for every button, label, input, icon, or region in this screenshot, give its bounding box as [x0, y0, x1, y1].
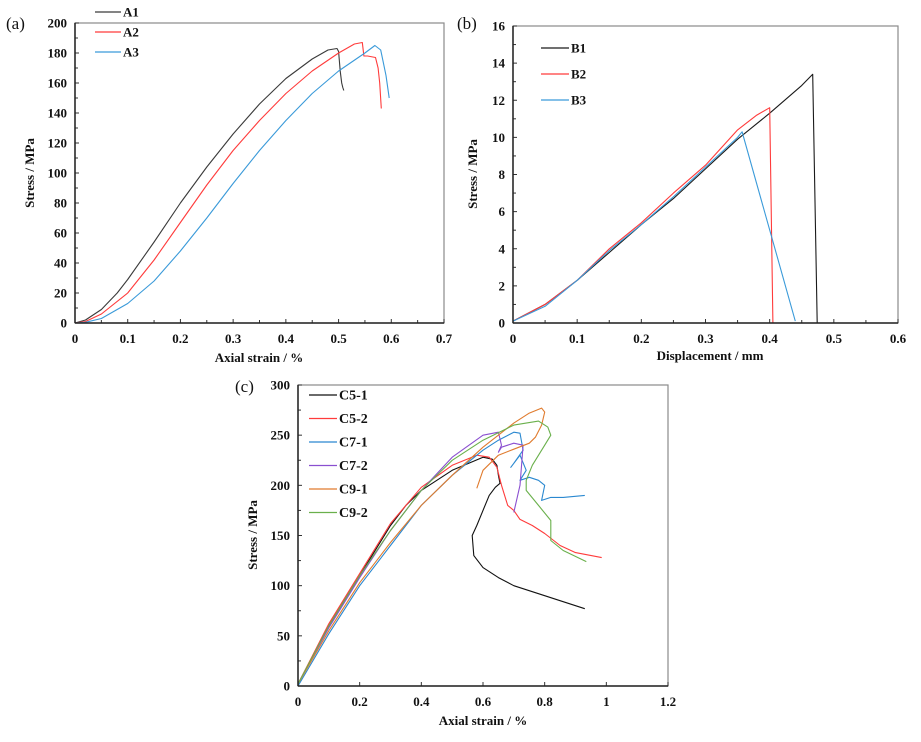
panel-label-b: (b): [457, 14, 477, 33]
y-tick-label: 100: [271, 578, 291, 593]
y-tick-label: 2: [499, 278, 506, 293]
y-tick-label: 12: [492, 93, 505, 108]
series-line-c9-1: [297, 407, 546, 685]
y-axis-title-b: Stress / MPa: [465, 139, 480, 209]
y-ticks-a: 0 20 40 60 80 100 120 140 160 180 200: [48, 16, 79, 331]
legend-label-c7-1: C7-1: [339, 436, 368, 451]
y-tick-label: 100: [48, 166, 68, 181]
x-tick-label: 0.3: [697, 331, 714, 346]
x-tick-label: 1.2: [660, 694, 676, 709]
y-tick-label: 50: [277, 628, 290, 643]
x-axis-title-a: Axial strain / %: [215, 350, 303, 365]
x-ticks-b: 0 0.1 0.2 0.3 0.4 0.5 0.6: [510, 319, 907, 346]
series-a: [74, 41, 390, 324]
legend-label-c7-2: C7-2: [339, 459, 368, 474]
legend-label-b3: B3: [571, 93, 587, 108]
x-tick-label: 0.4: [413, 694, 430, 709]
y-tick-label: 160: [48, 76, 68, 91]
x-tick-label: 0.2: [172, 331, 188, 346]
y-tick-label: 16: [492, 19, 506, 34]
x-tick-label: 0.6: [475, 694, 492, 709]
plot-frame-a: [74, 22, 445, 324]
x-tick-label: 0.4: [278, 331, 295, 346]
series-line-a2: [74, 41, 382, 324]
series-line-b3: [512, 131, 796, 322]
y-tick-label: 20: [54, 286, 67, 301]
chart-a: (a) 0 0.1 0.2 0.3 0.4 0.5 0.6 0.7 0 20 40 60 80 100 1…: [6, 5, 453, 366]
y-tick-label: 180: [48, 46, 68, 61]
series-line-c7-2: [297, 431, 524, 685]
legend-a: A1 A2 A3: [95, 5, 139, 60]
series-line-b2: [512, 107, 774, 324]
x-tick-label: 0.4: [762, 331, 779, 346]
x-tick-label: 0.3: [225, 331, 242, 346]
series-line-c7-1: [297, 431, 585, 687]
legend-c: C5-1 C5-2 C7-1 C7-2 C9-1 C9-2: [309, 389, 368, 521]
x-tick-label: 0.1: [569, 331, 585, 346]
series-line-c9-2: [297, 420, 587, 685]
chart-c: (c) 0 0.2 0.4 0.6 0.8 1 1.2 0 50 100 150 200 250 300…: [235, 377, 676, 728]
x-tick-label: 0.6: [890, 331, 907, 346]
legend-label-c9-1: C9-1: [339, 483, 368, 498]
x-tick-label: 0: [72, 331, 79, 346]
y-tick-label: 250: [271, 428, 291, 443]
legend-label-c5-1: C5-1: [339, 389, 368, 404]
x-axis-title-c: Axial strain / %: [439, 713, 527, 728]
legend-label-c5-2: C5-2: [339, 412, 368, 427]
y-ticks-c: 0 50 100 150 200 250 300: [271, 378, 302, 694]
x-tick-label: 0.2: [633, 331, 649, 346]
y-tick-label: 0: [61, 316, 68, 331]
y-tick-label: 0: [499, 316, 506, 331]
y-tick-label: 140: [48, 106, 68, 121]
x-tick-label: 1: [603, 694, 610, 709]
y-tick-label: 40: [54, 256, 67, 271]
series-line-a1: [74, 47, 345, 324]
legend-b: B1 B2 B3: [541, 41, 587, 108]
legend-label-a2: A2: [123, 25, 139, 40]
y-tick-label: 120: [48, 136, 68, 151]
legend-label-a1: A1: [123, 5, 139, 20]
x-tick-label: 0: [295, 694, 302, 709]
legend-label-b2: B2: [571, 67, 586, 82]
y-axis-title-a: Stress / MPa: [22, 138, 37, 208]
x-ticks-c: 0 0.2 0.4 0.6 0.8 1 1.2: [295, 682, 676, 709]
x-tick-label: 0: [510, 331, 517, 346]
y-tick-label: 80: [54, 196, 67, 211]
legend-label-b1: B1: [571, 41, 586, 56]
legend-label-c9-2: C9-2: [339, 506, 368, 521]
y-tick-label: 8: [499, 167, 506, 182]
y-tick-label: 10: [492, 130, 505, 145]
series-line-a3: [74, 44, 390, 324]
y-tick-label: 60: [54, 226, 67, 241]
x-tick-label: 0.7: [436, 331, 453, 346]
plot-frame-c: [297, 384, 669, 687]
x-tick-label: 0.5: [826, 331, 843, 346]
panel-label-a: (a): [6, 14, 25, 33]
y-tick-label: 6: [499, 204, 506, 219]
series-c: [297, 407, 602, 687]
y-axis-title-c: Stress / MPa: [245, 500, 260, 570]
y-tick-label: 300: [271, 378, 291, 393]
legend-label-a3: A3: [123, 45, 139, 60]
series-line-c5-2: [297, 454, 602, 685]
y-tick-label: 200: [271, 478, 291, 493]
y-tick-label: 0: [284, 679, 291, 694]
y-tick-label: 14: [492, 56, 506, 71]
chart-b: (b) 0 0.1 0.2 0.3 0.4 0.5 0.6 0 2 4 6 8 10 12 14 16 B1…: [457, 14, 907, 363]
series-b: [512, 73, 818, 324]
panel-label-c: (c): [235, 377, 254, 396]
x-axis-title-b: Displacement / mm: [657, 348, 764, 363]
y-tick-label: 200: [48, 16, 68, 31]
y-ticks-b: 0 2 4 6 8 10 12 14 16: [492, 19, 517, 331]
y-tick-label: 150: [271, 528, 291, 543]
x-tick-label: 0.2: [352, 694, 368, 709]
y-tick-label: 4: [499, 241, 506, 256]
x-tick-label: 0.1: [120, 331, 136, 346]
x-tick-label: 0.5: [330, 331, 347, 346]
x-tick-label: 0.6: [383, 331, 400, 346]
x-tick-label: 0.8: [537, 694, 554, 709]
